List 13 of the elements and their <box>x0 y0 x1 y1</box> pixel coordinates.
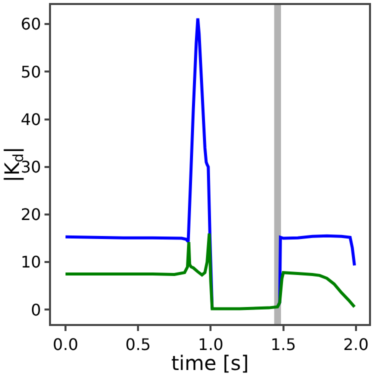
line-series <box>64 232 356 310</box>
y-tick-label: 40 <box>20 110 42 129</box>
y-tick-label: 20 <box>20 205 42 224</box>
x-tick-label: 1.5 <box>270 334 296 354</box>
x-tick-label: 2.0 <box>343 334 369 354</box>
x-tick-label: 0.5 <box>125 334 151 354</box>
x-tick-label: 0.0 <box>52 334 78 354</box>
y-tick-label: 0 <box>30 300 42 320</box>
x-axis-title: time [s] <box>171 351 249 375</box>
x-tick-label: 1.0 <box>198 334 224 354</box>
y-tick-label: 10 <box>20 252 42 272</box>
y-tick-label: 50 <box>20 62 42 82</box>
y-tick-label: 60 <box>20 14 42 34</box>
